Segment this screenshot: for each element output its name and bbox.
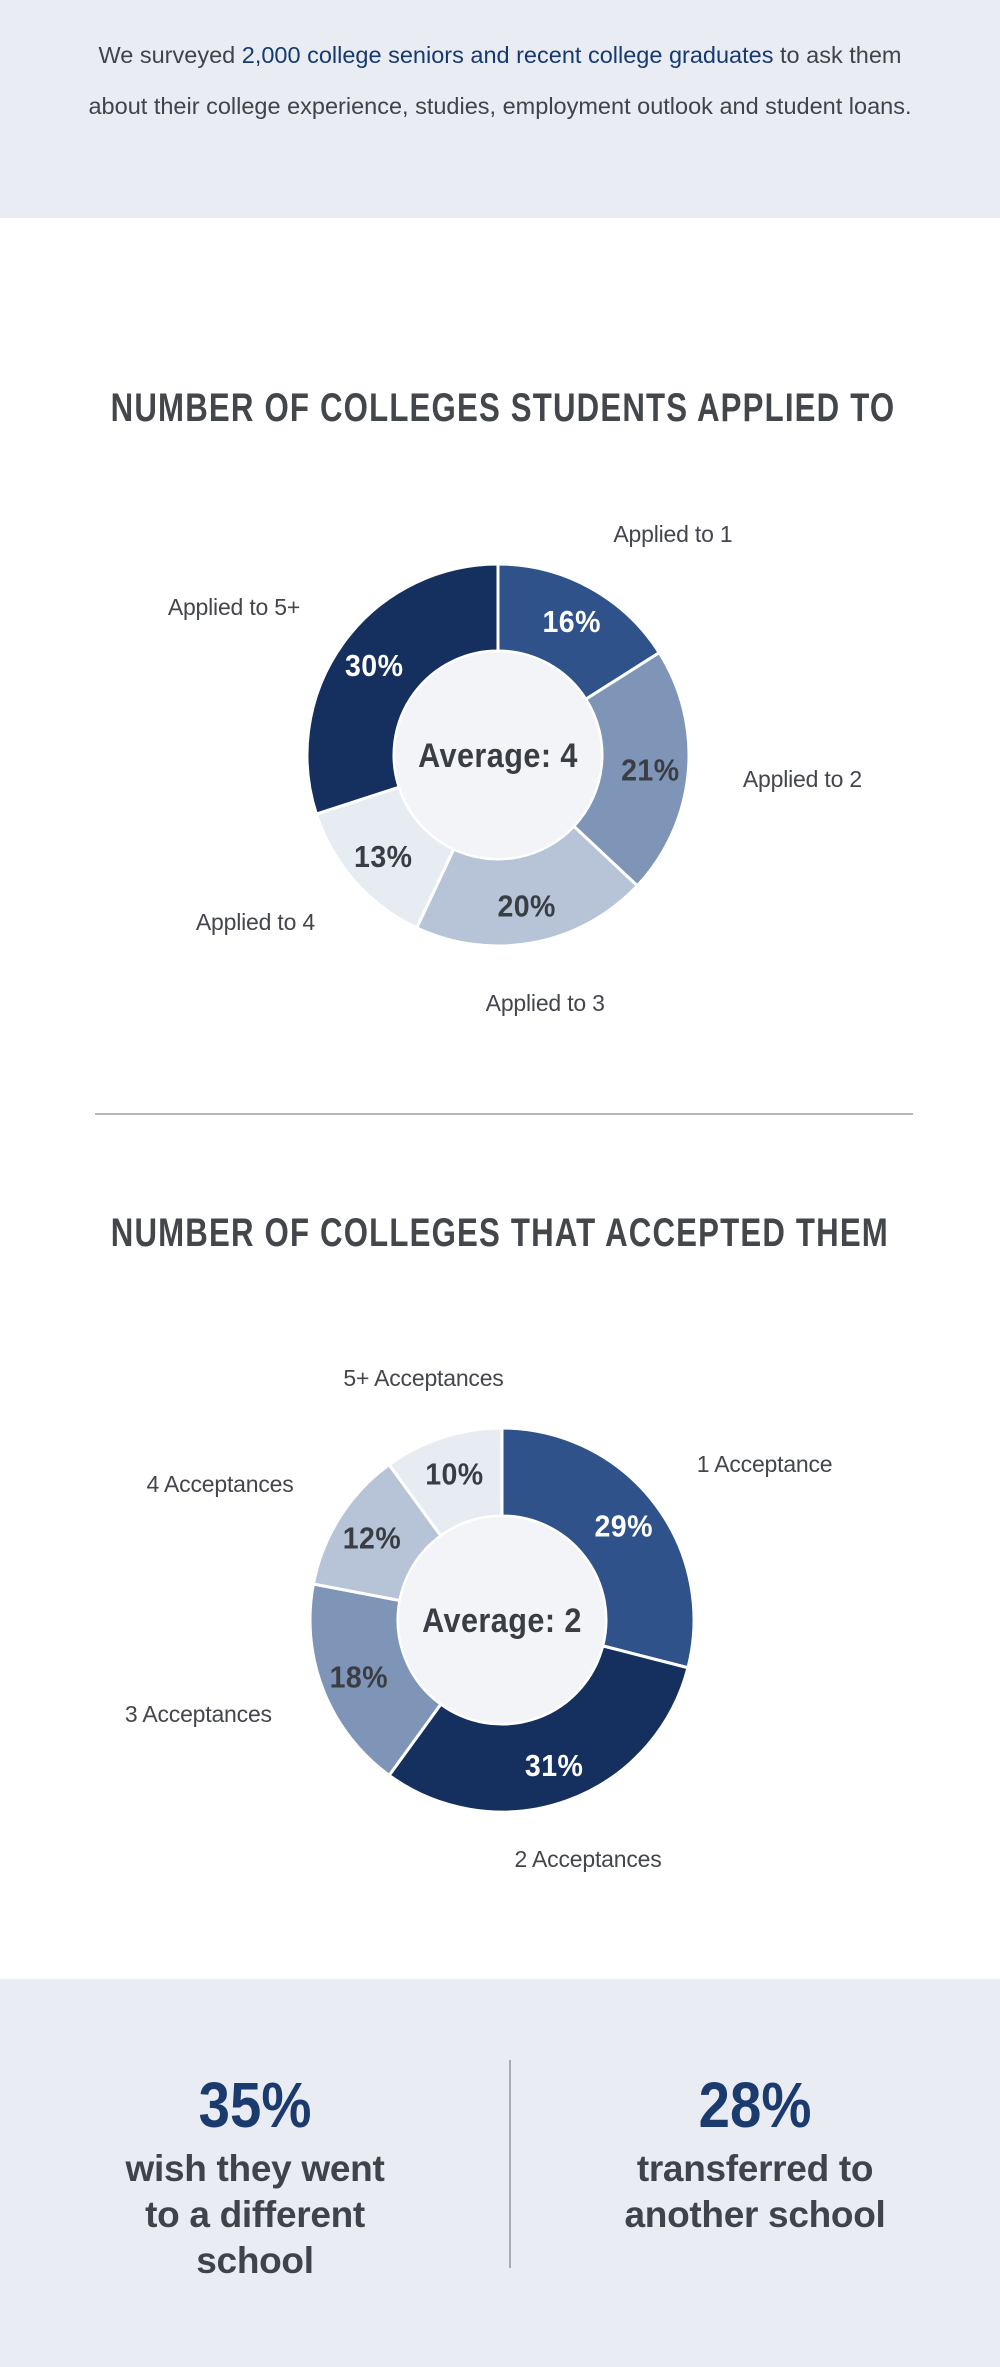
donut-segment-4 (387, 1426, 504, 1538)
stat-different-school-line3: school (196, 2240, 314, 2281)
stat-transferred-value: 28% (510, 2070, 1000, 2140)
chart-title-accepted: NUMBER OF COLLEGES THAT ACCEPTED THEM (0, 1211, 1000, 1255)
segment-value-2: 20% (497, 889, 555, 923)
stats-divider (509, 2060, 511, 2268)
intro-prefix: We surveyed (98, 42, 242, 68)
segment-label-0: 1 Acceptance (696, 1451, 833, 1478)
intro-banner: We surveyed 2,000 college seniors and re… (0, 0, 1000, 218)
segment-label-3: Applied to 4 (195, 908, 315, 935)
stat-transferred: 28% transferred to another school (510, 1979, 1000, 2238)
segment-label-3: 4 Acceptances (146, 1470, 294, 1497)
segment-value-3: 12% (343, 1521, 401, 1555)
segment-value-0: 16% (542, 605, 600, 639)
stat-different-school-value: 35% (0, 2070, 510, 2140)
donut-segment-0 (500, 1426, 696, 1670)
donut-chart-accepted: 29% 31% 18% 12% 10% Average: 2 1 Acceptance 2 A… (0, 1350, 1000, 1890)
segment-value-1: 21% (621, 753, 679, 787)
donut-segment-2 (414, 824, 640, 948)
donut-center (395, 652, 601, 858)
stat-different-school-number: 35% (198, 2069, 312, 2141)
donut-svg: 29% 31% 18% 12% 10% Average: 2 (308, 1426, 696, 1814)
donut-svg: 16% 21% 20% 13% 30% Average: 4 (305, 562, 691, 948)
segment-label-4: 5+ Acceptances (343, 1365, 504, 1392)
donut-center (399, 1517, 605, 1723)
segment-value-4: 30% (345, 649, 403, 683)
stat-transferred-line1: transferred to (636, 2148, 874, 2189)
donut-segment-4 (305, 562, 500, 816)
donut-center-label: Average: 2 (422, 1602, 582, 1640)
chart-title-accepted-text: NUMBER OF COLLEGES THAT ACCEPTED THEM (110, 1211, 890, 1255)
segment-value-1: 31% (525, 1749, 583, 1783)
segment-label-1: 2 Acceptances (514, 1845, 662, 1872)
stat-different-school-line1: wish they went (125, 2148, 385, 2189)
segment-label-2: Applied to 3 (485, 989, 605, 1016)
intro-suffix: to ask them about their college experien… (88, 42, 912, 119)
segment-label-0: Applied to 1 (613, 521, 733, 548)
stat-different-school-line2: to a different (145, 2194, 365, 2235)
donut-segment-1 (387, 1644, 690, 1814)
segment-label-1: Applied to 2 (742, 765, 862, 792)
stat-different-school: 35% wish they went to a different school (0, 1979, 510, 2284)
stat-transferred-line2: another school (624, 2194, 886, 2235)
donut-segment-2 (308, 1582, 443, 1778)
segment-value-0: 29% (594, 1510, 652, 1544)
chart-title-applied-text: NUMBER OF COLLEGES STUDENTS APPLIED TO (110, 386, 896, 430)
donut-chart-applied: 16% 21% 20% 13% 30% Average: 4 Applied to 1 App… (0, 500, 1000, 1040)
intro-highlight: 2,000 college seniors and recent college… (241, 42, 774, 68)
segment-label-4: Applied to 5+ (167, 593, 301, 620)
segment-label-2: 3 Acceptances (124, 1700, 272, 1727)
segment-value-4: 10% (425, 1457, 483, 1491)
donut-segment-1 (571, 650, 691, 888)
chart-title-applied: NUMBER OF COLLEGES STUDENTS APPLIED TO (0, 386, 1000, 430)
intro-text: We surveyed 2,000 college seniors and re… (75, 0, 925, 132)
section-divider (95, 1113, 913, 1115)
bottom-stats-section: 35% wish they went to a different school… (0, 1979, 1000, 2367)
segment-value-2: 18% (330, 1661, 388, 1695)
donut-center-label: Average: 4 (418, 737, 578, 775)
segment-value-3: 13% (354, 840, 412, 874)
stat-transferred-number: 28% (698, 2069, 812, 2141)
